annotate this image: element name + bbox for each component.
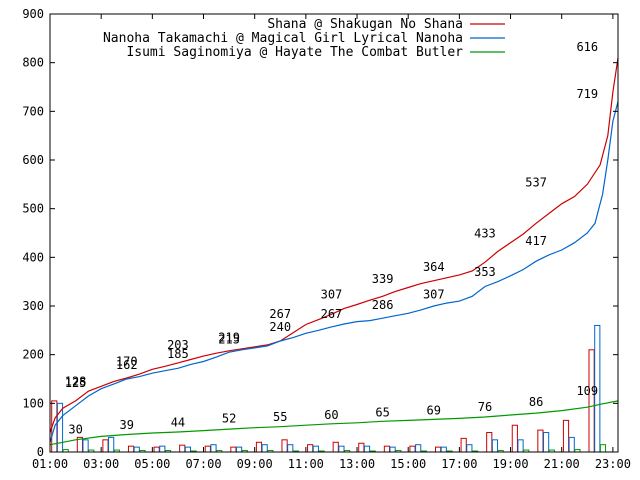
data-label: 286 — [372, 298, 394, 312]
data-label: 339 — [372, 272, 394, 286]
data-label: 616 — [576, 40, 598, 54]
axes: 0 100 200 300 400 500 600 700 800 900 01:00 03:00 05… — [22, 7, 631, 471]
y-tick-label: 500 — [22, 202, 44, 216]
y-tick-label: 600 — [22, 153, 44, 167]
data-label: 267 — [321, 307, 343, 321]
data-label: 76 — [478, 400, 492, 414]
plot-frame — [49, 13, 619, 453]
data-label: 125 — [65, 376, 87, 390]
data-label: 128 — [65, 375, 87, 389]
legend-label: Isumi Saginomiya @ Hayate The Combat But… — [126, 45, 463, 60]
x-tick-label: 13:00 — [339, 457, 375, 471]
data-label: 52 — [222, 412, 236, 426]
data-label: 170 — [116, 354, 138, 368]
data-label: 65 — [375, 405, 389, 419]
data-label: 719 — [576, 87, 598, 101]
data-labels: 128 170 203 219 267 307 339 364 433 537 616 125 162 1… — [65, 40, 598, 437]
data-label: 44 — [171, 416, 185, 430]
data-label: 30 — [68, 422, 82, 436]
data-label: 219 — [218, 330, 240, 344]
data-label: 60 — [324, 408, 338, 422]
x-tick-label: 15:00 — [390, 457, 426, 471]
x-tick-label: 11:00 — [288, 457, 324, 471]
x-tick-label: 03:00 — [83, 457, 119, 471]
x-tick-label: 17:00 — [441, 457, 477, 471]
data-label: 240 — [269, 320, 291, 334]
data-label: 537 — [525, 176, 547, 190]
legend-label: Nanoha Takamachi @ Magical Girl Lyrical … — [103, 31, 463, 46]
data-label: 203 — [167, 338, 189, 352]
data-label: 69 — [427, 403, 441, 417]
series-line — [49, 101, 619, 443]
x-tick-label: 21:00 — [544, 457, 580, 471]
y-tick-label: 400 — [22, 250, 44, 264]
y-tick-label: 300 — [22, 299, 44, 313]
data-label: 433 — [474, 226, 496, 240]
data-label: 307 — [321, 288, 343, 302]
data-label: 417 — [525, 234, 547, 248]
data-label: 307 — [423, 288, 445, 302]
data-label: 185 — [167, 347, 189, 361]
data-label: 364 — [423, 260, 445, 274]
data-label: 215 — [218, 332, 240, 346]
y-tick-label: 100 — [22, 396, 44, 410]
y-tick-label: 200 — [22, 348, 44, 362]
y-tick-label: 0 — [37, 445, 44, 459]
x-tick-label: 19:00 — [492, 457, 528, 471]
x-tick-label: 05:00 — [134, 457, 170, 471]
x-tick-label: 01:00 — [32, 457, 68, 471]
y-tick-label: 700 — [22, 104, 44, 118]
data-label: 86 — [529, 395, 543, 409]
cumulative-lines — [49, 57, 619, 446]
y-tick-label: 800 — [22, 56, 44, 70]
series-line — [49, 57, 619, 433]
x-tick-label: 07:00 — [185, 457, 221, 471]
y-tick-label: 900 — [22, 7, 44, 21]
data-label: 55 — [273, 410, 287, 424]
x-tick-label: 09:00 — [237, 457, 273, 471]
data-label: 109 — [576, 384, 598, 398]
data-label: 39 — [120, 418, 134, 432]
series-line — [49, 400, 619, 446]
data-label: 353 — [474, 265, 496, 279]
x-tick-label: 23:00 — [595, 457, 631, 471]
legend-label: Shana @ Shakugan No Shana — [267, 17, 463, 32]
data-label: 162 — [116, 358, 138, 372]
data-label: 267 — [269, 307, 291, 321]
